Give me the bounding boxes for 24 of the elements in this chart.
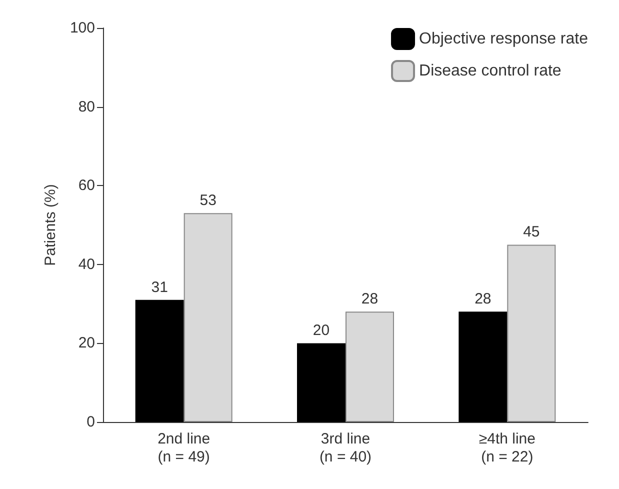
y-tick-label: 40	[78, 256, 95, 273]
y-tick-label: 0	[86, 414, 95, 430]
bar	[507, 244, 556, 422]
bar	[184, 213, 232, 422]
y-tick-label: 20	[78, 334, 95, 352]
y-tick-label: 100	[70, 20, 95, 36]
data-label: 20	[312, 322, 330, 340]
legend-label: Objective response rate	[419, 30, 588, 48]
y-tick-label: 60	[78, 177, 95, 194]
data-label: 53	[200, 192, 216, 210]
data-label: 31	[151, 278, 168, 296]
data-label: 28	[361, 290, 378, 308]
data-label: 28	[474, 290, 492, 308]
data-label: 45	[523, 224, 540, 241]
bar	[135, 300, 184, 422]
x-tick-label: 3rd line (n = 40)	[319, 430, 372, 466]
bar	[458, 312, 508, 422]
bar	[297, 343, 346, 422]
legend-label: Disease control rate	[419, 62, 562, 80]
bar	[346, 312, 394, 422]
y-tick-label: 80	[78, 98, 95, 116]
x-tick-label: 2nd line (n = 49)	[158, 430, 210, 466]
x-tick-label: ≥4th line (n = 22)	[478, 430, 536, 466]
y-axis-title: Patients (%)	[42, 184, 59, 266]
